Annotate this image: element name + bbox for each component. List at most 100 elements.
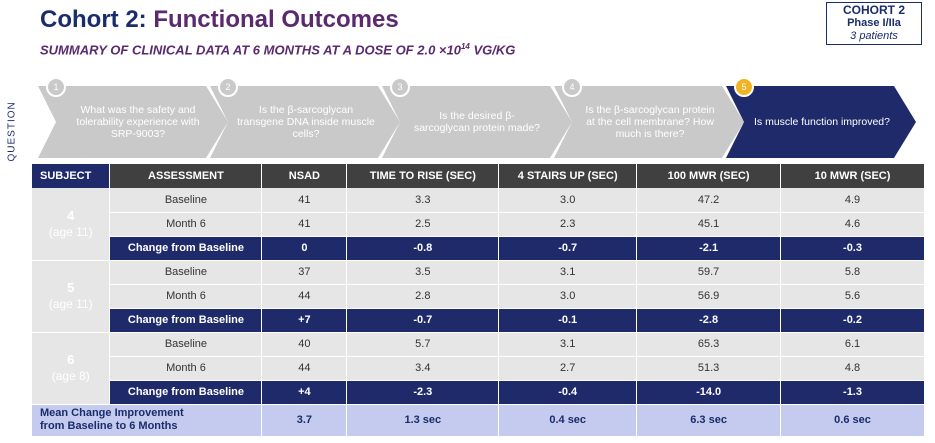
step-4-arrow bbox=[554, 86, 744, 158]
mean-stairs: 0.4 sec bbox=[498, 404, 638, 437]
step-2: 2 Is the β-sarcoglycan transgene DNA ins… bbox=[210, 77, 400, 158]
time-to-rise-cell: 2.8 bbox=[346, 284, 500, 309]
time-to-rise-cell: -0.8 bbox=[346, 236, 500, 261]
subject-id: 6 bbox=[67, 352, 75, 367]
subtitle-main: SUMMARY OF CLINICAL DATA AT 6 MONTHS AT … bbox=[40, 42, 461, 58]
patients-label: 3 patients bbox=[850, 30, 898, 42]
subject-cell: 6 (age 8) bbox=[32, 332, 111, 405]
stairs-cell: -0.7 bbox=[498, 236, 638, 261]
mwr10-cell: 4.8 bbox=[780, 356, 925, 381]
assessment-cell: Month 6 bbox=[109, 284, 263, 309]
mwr100-cell: 56.9 bbox=[636, 284, 782, 309]
stairs-cell: 2.3 bbox=[498, 212, 638, 237]
mwr100-cell: 51.3 bbox=[636, 356, 782, 381]
time-to-rise-cell: 3.5 bbox=[346, 260, 500, 285]
mean-mwr10: 0.6 sec bbox=[780, 404, 925, 437]
subject-age: (age 11) bbox=[48, 297, 93, 311]
step-4: 4 Is the β-sarcoglycan protein at the ce… bbox=[554, 77, 744, 158]
assessment-cell: Change from Baseline bbox=[109, 236, 263, 261]
step-5-arrow bbox=[726, 86, 916, 158]
mean-label: Mean Change Improvement from Baseline to … bbox=[32, 404, 263, 437]
title-accent: Functional Outcomes bbox=[153, 6, 399, 33]
assessment-cell: Change from Baseline bbox=[109, 380, 263, 405]
step-3-arrow bbox=[382, 86, 572, 158]
mwr100-cell: 45.1 bbox=[636, 212, 782, 237]
page-title: Cohort 2: Functional Outcomes bbox=[40, 6, 399, 34]
step-3: 3 Is the desired β-sarcoglycan protein m… bbox=[382, 77, 572, 158]
question-side-label: QUESTION bbox=[6, 101, 18, 162]
change-row: Change from Baseline 0 -0.8 -0.7 -2.1 -0… bbox=[32, 236, 925, 261]
step-4-text: Is the β-sarcoglycan protein at the cell… bbox=[585, 104, 715, 140]
subject-age: (age 8) bbox=[51, 369, 90, 383]
time-to-rise-cell: 3.4 bbox=[346, 356, 500, 381]
mwr100-cell: 59.7 bbox=[636, 260, 782, 285]
step-1-arrow bbox=[38, 86, 228, 158]
time-to-rise-cell: 2.5 bbox=[346, 212, 500, 237]
step-1-text: What was the safety and tolerability exp… bbox=[76, 104, 200, 140]
step-3-number-badge: 3 bbox=[390, 77, 410, 97]
header-subject: SUBJECT bbox=[32, 164, 111, 188]
subtitle-exponent: 14 bbox=[460, 42, 470, 51]
mwr10-cell: 6.1 bbox=[780, 332, 925, 357]
step-4-number-badge: 4 bbox=[562, 77, 582, 97]
nsad-cell: 40 bbox=[261, 332, 348, 357]
nsad-cell: 41 bbox=[261, 188, 348, 213]
stairs-cell: 3.1 bbox=[498, 260, 638, 285]
nsad-cell: 41 bbox=[261, 212, 348, 237]
question-steps: 1 What was the safety and tolerability e… bbox=[38, 77, 918, 158]
subtitle-unit: VG/KG bbox=[469, 42, 516, 58]
step-2-text: Is the β-sarcoglycan transgene DNA insid… bbox=[237, 104, 375, 140]
subject-age: (age 11) bbox=[48, 224, 93, 239]
mean-mwr100: 6.3 sec bbox=[636, 404, 782, 437]
mwr100-cell: -2.1 bbox=[636, 236, 782, 261]
mean-improvement-row: Mean Change Improvement from Baseline to … bbox=[32, 404, 925, 437]
step-2-number-badge: 2 bbox=[218, 77, 238, 97]
mwr10-cell: 5.6 bbox=[780, 284, 925, 309]
step-1-number-badge: 1 bbox=[46, 77, 66, 97]
mwr100-cell: -14.0 bbox=[636, 380, 782, 405]
header-nsad: NSAD bbox=[261, 164, 348, 188]
assessment-cell: Baseline bbox=[109, 188, 263, 213]
step-5-number-badge: 5 bbox=[734, 77, 754, 97]
mwr10-cell: 4.6 bbox=[780, 212, 925, 237]
subject-cell: 4 (age 11) bbox=[32, 188, 111, 261]
title-prefix: Cohort 2: bbox=[40, 6, 154, 33]
subject-cell: 5 (age 11) bbox=[32, 260, 111, 333]
mwr10-cell: 5.8 bbox=[780, 260, 925, 285]
mean-label-line2: from Baseline to 6 Months bbox=[40, 420, 178, 432]
nsad-cell: 0 bbox=[261, 236, 348, 261]
header-10-mwr: 10 MWR (SEC) bbox=[780, 164, 925, 188]
header-100-mwr: 100 MWR (SEC) bbox=[636, 164, 782, 188]
table-row: 4 (age 11) Baseline 41 3.3 3.0 47.2 4.9 bbox=[32, 188, 925, 261]
time-to-rise-cell: -2.3 bbox=[346, 380, 500, 405]
time-to-rise-cell: 5.7 bbox=[346, 332, 500, 357]
stairs-cell: 3.1 bbox=[498, 332, 638, 357]
header-4-stairs-up: 4 STAIRS UP (SEC) bbox=[498, 164, 638, 188]
step-5-text: Is muscle function improved? bbox=[754, 116, 890, 128]
page-subtitle: SUMMARY OF CLINICAL DATA AT 6 MONTHS AT … bbox=[40, 42, 515, 57]
stairs-cell: 3.0 bbox=[498, 284, 638, 309]
table-row: 6 (age 8) Baseline 40 5.7 3.1 65.3 6.1 bbox=[32, 332, 925, 405]
stairs-cell: -0.4 bbox=[498, 380, 638, 405]
step-1: 1 What was the safety and tolerability e… bbox=[38, 77, 228, 158]
table-header-row: SUBJECT ASSESSMENT NSAD TIME TO RISE (SE… bbox=[32, 164, 925, 188]
assessment-cell: Month 6 bbox=[109, 212, 263, 237]
table-row: Month 6 41 2.5 2.3 45.1 4.6 bbox=[32, 212, 925, 237]
clinical-data-table: SUBJECT ASSESSMENT NSAD TIME TO RISE (SE… bbox=[32, 164, 925, 437]
mean-nsad: 3.7 bbox=[261, 404, 348, 437]
cohort-label: COHORT 2 bbox=[842, 3, 905, 17]
time-to-rise-cell: 3.3 bbox=[346, 188, 500, 213]
subject-id: 4 bbox=[67, 207, 75, 223]
mwr100-cell: -2.8 bbox=[636, 308, 782, 333]
nsad-cell: 44 bbox=[261, 284, 348, 309]
assessment-cell: Month 6 bbox=[109, 356, 263, 381]
assessment-cell: Baseline bbox=[109, 332, 263, 357]
mwr100-cell: 47.2 bbox=[636, 188, 782, 213]
phase-label: Phase I/IIa bbox=[847, 17, 901, 29]
stairs-cell: -0.1 bbox=[498, 308, 638, 333]
nsad-cell: 44 bbox=[261, 356, 348, 381]
step-3-text: Is the desired β-sarcoglycan protein mad… bbox=[413, 110, 541, 134]
mean-label-line1: Mean Change Improvement bbox=[40, 407, 184, 419]
header-time-to-rise: TIME TO RISE (SEC) bbox=[346, 164, 500, 188]
mwr10-cell: -0.3 bbox=[780, 236, 925, 261]
